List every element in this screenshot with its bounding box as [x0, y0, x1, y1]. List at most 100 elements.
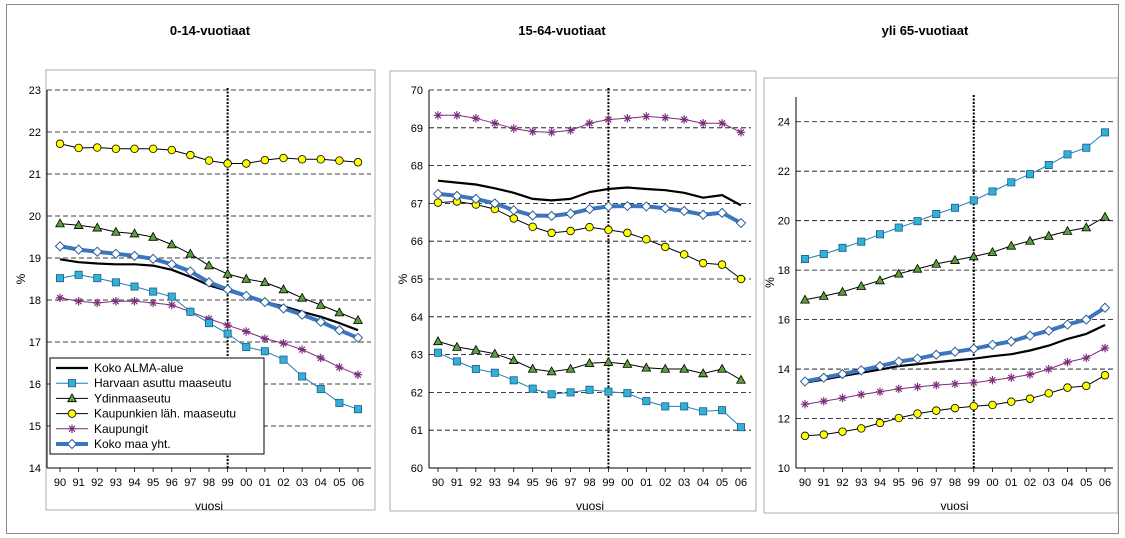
- chart-title: 0-14-vuotiaat: [170, 23, 251, 38]
- chart-2: 15-64-vuotiaat 60 61 62 63 64 65 66 67 68 69 70 90 91…: [389, 23, 757, 513]
- data-point: [1100, 371, 1110, 380]
- legend-item: Koko maa yht.: [56, 437, 171, 451]
- x-tick-label: 05: [333, 477, 345, 489]
- x-tick-label: 03: [1043, 477, 1055, 489]
- legend-marker: [67, 424, 77, 433]
- data-point: [242, 159, 251, 168]
- y-axis-label: %: [396, 273, 410, 284]
- data-point: [129, 250, 140, 262]
- y-tick-label: 63: [411, 350, 423, 362]
- data-point: [1025, 370, 1035, 379]
- x-tick-label: 06: [352, 477, 364, 489]
- series-line: [437, 179, 742, 207]
- data-point: [1007, 373, 1016, 382]
- x-tick-label: 97: [930, 477, 942, 489]
- y-tick-label: 66: [411, 236, 423, 248]
- data-point: [584, 357, 595, 367]
- data-point: [838, 243, 847, 252]
- data-point: [1099, 302, 1111, 313]
- data-point: [1082, 353, 1091, 363]
- data-point: [894, 223, 903, 232]
- data-point: [489, 348, 500, 358]
- data-point: [735, 217, 747, 229]
- data-point: [527, 363, 538, 373]
- legend-label: Koko maa yht.: [94, 437, 171, 451]
- x-tick-label: 93: [110, 477, 122, 489]
- data-point: [604, 225, 613, 235]
- chart-1: 0-14-vuotiaat 14 15 16 17 18 19 20 21 22 23 90 91 92 9…: [14, 23, 376, 513]
- data-point: [799, 376, 811, 387]
- data-point: [717, 260, 727, 269]
- data-point: [894, 413, 903, 423]
- data-point: [186, 150, 195, 160]
- data-point: [166, 239, 177, 249]
- chart-frame: 0-14-vuotiaat 14 15 16 17 18 19 20 21 22 23 90 91 92 9…: [6, 4, 1119, 534]
- y-tick-label: 21: [29, 169, 41, 181]
- data-point: [988, 187, 997, 196]
- data-point: [433, 198, 443, 207]
- x-tick-label: 90: [799, 477, 811, 489]
- legend-marker: [66, 438, 78, 450]
- data-point: [111, 144, 121, 153]
- x-tick-label: 94: [508, 477, 520, 489]
- data-point: [222, 268, 233, 278]
- data-point: [490, 368, 499, 377]
- data-point: [1081, 222, 1092, 232]
- x-tick-label: 06: [1099, 477, 1111, 489]
- data-point: [642, 112, 651, 121]
- data-point: [93, 143, 102, 152]
- data-point: [622, 358, 633, 368]
- legend-label: Kaupungit: [94, 422, 149, 436]
- data-point: [242, 343, 251, 352]
- data-point: [471, 114, 481, 123]
- data-point: [857, 237, 866, 246]
- x-tick-label: 00: [621, 477, 633, 489]
- data-point: [585, 385, 594, 394]
- data-point: [584, 203, 595, 215]
- data-point: [1081, 314, 1092, 325]
- x-tick-label: 95: [147, 477, 159, 489]
- data-point: [528, 222, 537, 232]
- data-point: [987, 246, 998, 257]
- y-tick-label: 19: [29, 253, 41, 265]
- data-point: [660, 363, 671, 373]
- x-tick-label: 04: [1061, 477, 1073, 489]
- data-point: [968, 251, 979, 261]
- x-tick-label: 05: [716, 477, 728, 489]
- data-point: [932, 209, 941, 218]
- x-tick-label: 91: [451, 477, 463, 489]
- data-point: [800, 431, 810, 441]
- data-point: [913, 217, 922, 226]
- data-point: [298, 372, 307, 381]
- data-point: [1044, 364, 1053, 374]
- series-kaupungit: [433, 111, 746, 137]
- series-line: [804, 324, 1106, 384]
- data-point: [1026, 170, 1035, 179]
- data-point: [260, 155, 270, 165]
- data-point: [130, 297, 139, 306]
- data-point: [950, 403, 960, 413]
- y-tick-label: 18: [29, 295, 41, 307]
- data-point: [353, 370, 363, 379]
- x-tick-label: 99: [222, 477, 234, 489]
- data-point: [93, 298, 102, 308]
- data-point: [603, 356, 614, 366]
- x-tick-label: 94: [128, 477, 140, 489]
- legend-label: Kaupunkien läh. maaseutu: [94, 407, 236, 421]
- data-point: [166, 259, 177, 270]
- data-point: [819, 430, 828, 439]
- data-point: [736, 374, 746, 384]
- legend-box: [49, 357, 265, 455]
- data-point: [876, 230, 885, 239]
- x-tick-label: 00: [240, 477, 252, 489]
- data-point: [857, 390, 866, 399]
- data-point: [969, 378, 978, 387]
- data-point: [1063, 383, 1072, 392]
- data-point: [837, 286, 848, 296]
- data-point: [353, 158, 363, 167]
- data-point: [642, 235, 651, 244]
- data-point: [641, 362, 652, 372]
- data-point: [1100, 211, 1110, 221]
- data-point: [661, 402, 670, 411]
